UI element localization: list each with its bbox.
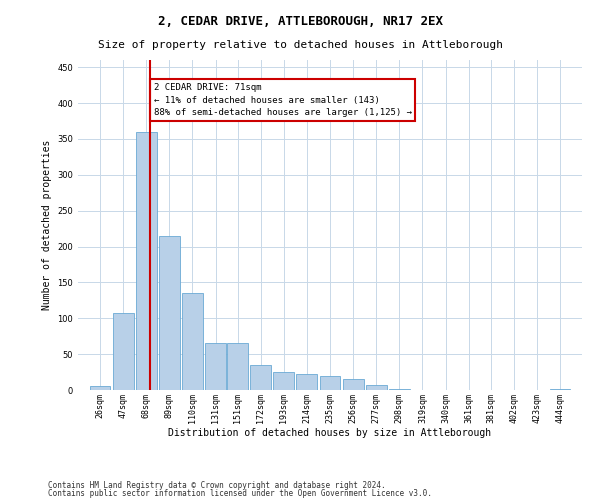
Bar	[89, 386, 110, 390]
Y-axis label: Number of detached properties: Number of detached properties	[42, 140, 52, 310]
Bar	[320, 376, 340, 390]
Bar	[227, 344, 248, 390]
Bar	[136, 132, 157, 390]
Text: Contains public sector information licensed under the Open Government Licence v3: Contains public sector information licen…	[48, 489, 432, 498]
Bar	[343, 379, 364, 390]
Text: 2, CEDAR DRIVE, ATTLEBOROUGH, NR17 2EX: 2, CEDAR DRIVE, ATTLEBOROUGH, NR17 2EX	[157, 15, 443, 28]
Bar	[250, 365, 271, 390]
Bar	[550, 388, 571, 390]
Bar	[274, 372, 294, 390]
Text: Size of property relative to detached houses in Attleborough: Size of property relative to detached ho…	[97, 40, 503, 50]
Bar	[296, 374, 317, 390]
Bar	[366, 385, 386, 390]
X-axis label: Distribution of detached houses by size in Attleborough: Distribution of detached houses by size …	[169, 428, 491, 438]
Bar	[159, 236, 180, 390]
Bar	[113, 313, 134, 390]
Text: 2 CEDAR DRIVE: 71sqm
← 11% of detached houses are smaller (143)
88% of semi-deta: 2 CEDAR DRIVE: 71sqm ← 11% of detached h…	[154, 83, 412, 117]
Bar	[205, 344, 226, 390]
Text: Contains HM Land Registry data © Crown copyright and database right 2024.: Contains HM Land Registry data © Crown c…	[48, 480, 386, 490]
Bar	[389, 388, 410, 390]
Bar	[182, 293, 203, 390]
